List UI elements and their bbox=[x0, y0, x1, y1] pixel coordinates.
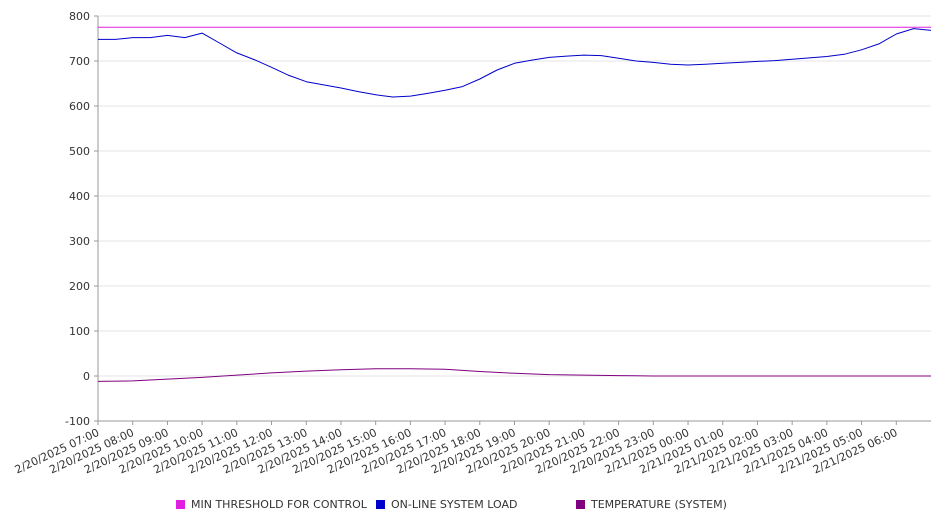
legend-label-min-threshold: MIN THRESHOLD FOR CONTROL bbox=[191, 498, 367, 511]
legend-item-system-load: ON-LINE SYSTEM LOAD bbox=[376, 498, 517, 511]
series-lines bbox=[97, 26, 932, 382]
x-tick-labels: 2/20/2025 07:002/20/2025 08:002/20/2025 … bbox=[13, 426, 900, 476]
legend-swatch-min-threshold bbox=[176, 500, 185, 509]
y-tick-label: 100 bbox=[69, 325, 90, 338]
y-tick-label: 200 bbox=[69, 280, 90, 293]
legend-label-temperature: TEMPERATURE (SYSTEM) bbox=[591, 498, 727, 511]
axes bbox=[94, 15, 931, 425]
legend-item-min-threshold: MIN THRESHOLD FOR CONTROL bbox=[176, 498, 367, 511]
y-tick-label: 700 bbox=[69, 55, 90, 68]
legend-swatch-system-load bbox=[376, 500, 385, 509]
y-tick-label: 800 bbox=[69, 10, 90, 23]
y-tick-label: 0 bbox=[83, 370, 90, 383]
y-tick-label: 600 bbox=[69, 100, 90, 113]
legend-swatch-temperature bbox=[576, 500, 585, 509]
y-tick-label: 500 bbox=[69, 145, 90, 158]
grid-lines bbox=[98, 15, 931, 422]
legend-label-system-load: ON-LINE SYSTEM LOAD bbox=[391, 498, 518, 511]
y-tick-label: 400 bbox=[69, 190, 90, 203]
y-tick-label: 300 bbox=[69, 235, 90, 248]
legend-item-temperature: TEMPERATURE (SYSTEM) bbox=[576, 498, 727, 511]
y-tick-labels: -100 0 100 200 300 400 500 600 700 800 bbox=[65, 10, 90, 428]
legend: MIN THRESHOLD FOR CONTROL ON-LINE SYSTEM… bbox=[0, 498, 946, 516]
series-line-temperature bbox=[97, 368, 931, 382]
y-tick-label: -100 bbox=[65, 415, 90, 428]
series-line-system-load bbox=[98, 28, 932, 98]
